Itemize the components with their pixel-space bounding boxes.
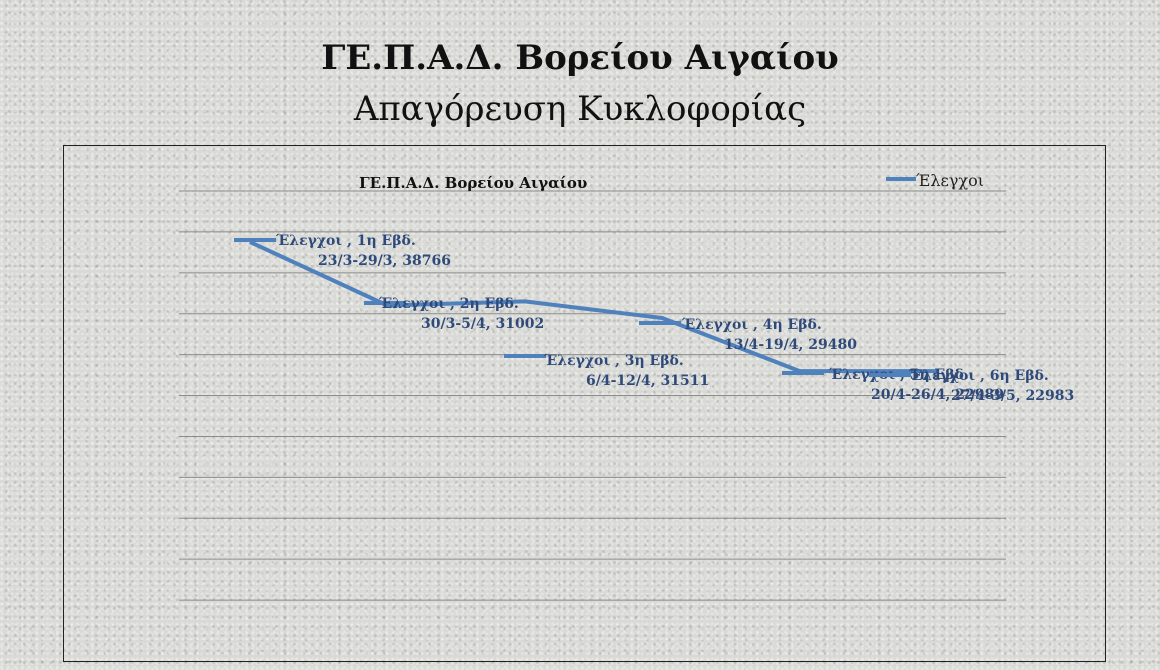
chart-title: ΓΕ.Π.Α.Δ. Βορείου Αιγαίου: [359, 174, 587, 192]
data-label-line: Έλεγχοι , 3η Εβδ.: [543, 353, 684, 369]
data-point: [936, 370, 938, 372]
data-label-line: 20/4-26/4, 22989: [871, 387, 1004, 403]
data-label: Έλεγχοι , 2η Εβδ. 30/3-5/4, 31002: [378, 296, 544, 332]
data-label-line: 6/4-12/4, 31511: [586, 373, 709, 389]
data-label: Έλεγχοι , 4η Εβδ. 13/4-19/4, 29480: [681, 317, 857, 353]
data-label-line: Έλεγχοι , 6η Εβδ.: [908, 368, 1049, 384]
data-label-line: Έλεγχοι , 1η Εβδ.: [275, 233, 416, 249]
data-label: Έλεγχοι , 3η Εβδ. 6/4-12/4, 31511: [543, 353, 709, 389]
legend: Έλεγχοι: [886, 171, 984, 190]
data-label: Έλεγχοι , 6η Εβδ. 27/4-3/5, 22983: [908, 368, 1074, 404]
data-label-line: 23/3-29/3, 38766: [318, 253, 451, 269]
slide-title: ΓΕ.Π.Α.Δ. Βορείου Αιγαίου: [321, 38, 839, 78]
line-chart: ΓΕ.Π.Α.Δ. Βορείου Αιγαίου Έλεγχοι Έλεγχο…: [179, 171, 1074, 601]
data-point: [524, 300, 526, 302]
chart-frame: ΓΕ.Π.Α.Δ. Βορείου Αιγαίου Έλεγχοι Έλεγχο…: [63, 145, 1106, 662]
data-label-line: Έλεγχοι , 2η Εβδ.: [378, 296, 519, 312]
data-point: [661, 317, 663, 319]
data-point: [386, 305, 388, 307]
data-label-line: 13/4-19/4, 29480: [724, 337, 857, 353]
data-label-line: 30/3-5/4, 31002: [421, 316, 544, 332]
data-label-line: 27/4-3/5, 22983: [951, 388, 1074, 404]
data-label: Έλεγχοι , 1η Εβδ. 23/3-29/3, 38766: [275, 233, 451, 269]
data-label-line: Έλεγχοι , 4η Εβδ.: [681, 317, 822, 333]
slide-subtitle: Απαγόρευση Κυκλοφορίας: [353, 89, 807, 129]
legend-label: Έλεγχοι: [916, 171, 984, 190]
